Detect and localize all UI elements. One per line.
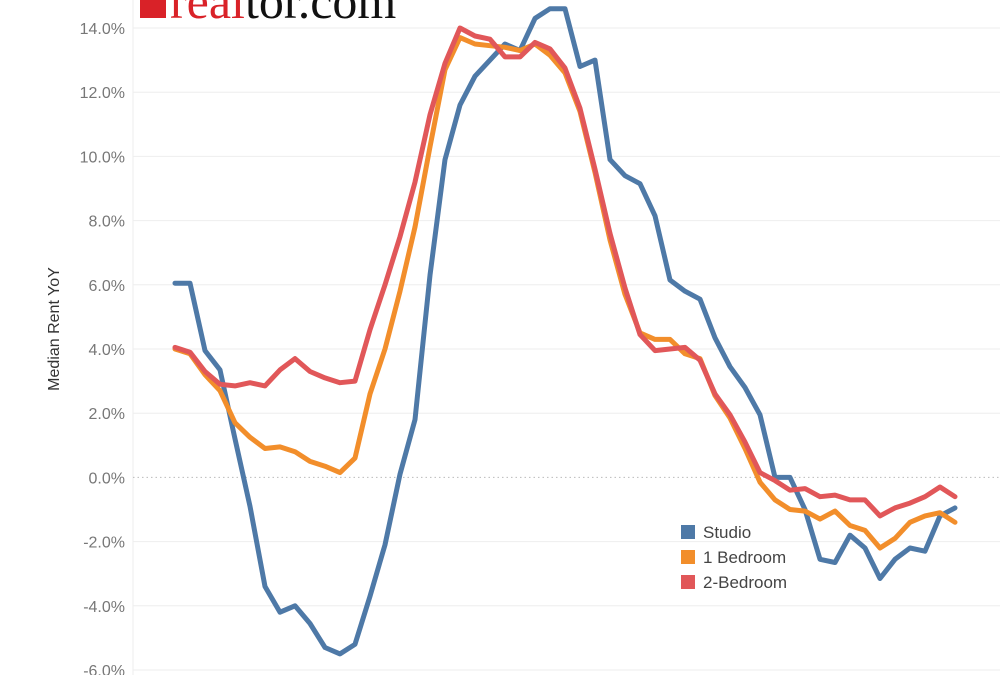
y-axis: -6.0% -4.0% -2.0% 0.0% 2.0% 4.0% 6.0% 8.0% 10.0%… (80, 21, 125, 675)
series-line-1-bedroom (172, 35, 958, 551)
legend-swatch (681, 550, 695, 564)
legend-label: 2-Bedroom (703, 573, 787, 592)
legend: Studio 1 Bedroom 2-Bedroom (681, 523, 787, 592)
legend-label: Studio (703, 523, 751, 542)
logo-text-black: tor.com (244, 0, 397, 29)
logo-text-red: real (170, 0, 245, 29)
legend-swatch (681, 525, 695, 539)
y-tick-label: -4.0% (83, 599, 125, 616)
series-line-studio (172, 6, 958, 657)
y-tick-label: 14.0% (80, 21, 125, 38)
legend-swatch (681, 575, 695, 589)
legend-label: 1 Bedroom (703, 548, 786, 567)
series-lines (172, 6, 958, 657)
y-tick-label: -2.0% (83, 535, 125, 552)
y-tick-label: 8.0% (89, 214, 125, 231)
logo-mark-icon (140, 0, 166, 18)
y-axis-label: Median Rent YoY (46, 267, 63, 391)
y-tick-label: -6.0% (83, 663, 125, 675)
y-tick-label: 6.0% (89, 278, 125, 295)
y-tick-label: 12.0% (80, 85, 125, 102)
y-tick-label: 0.0% (89, 470, 125, 487)
y-tick-label: 10.0% (80, 149, 125, 166)
y-tick-label: 2.0% (89, 406, 125, 423)
y-tick-label: 4.0% (89, 342, 125, 359)
series-line-2-bedroom (172, 25, 958, 519)
realtor-logo: realtor.com (140, 0, 396, 26)
